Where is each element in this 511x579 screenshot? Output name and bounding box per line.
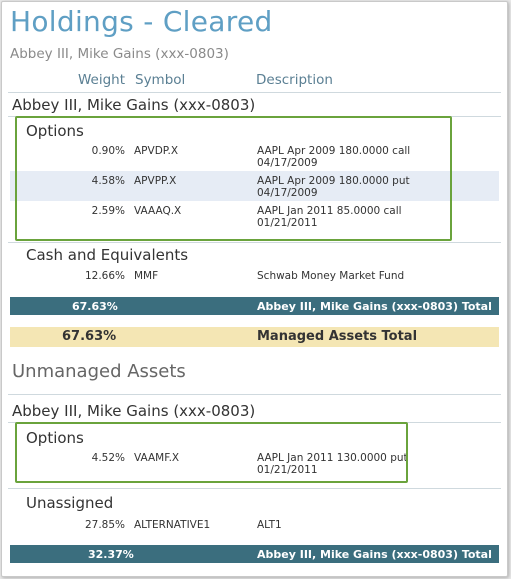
total-weight: 67.63% — [72, 300, 118, 313]
description-cell: AAPL Apr 2009 180.0000 put 04/17/2009 — [257, 175, 410, 199]
weight-cell: 0.90% — [91, 145, 125, 157]
managed-total-weight: 67.63% — [62, 329, 117, 344]
table-row[interactable]: 12.66% MMF Schwab Money Market Fund — [10, 266, 499, 296]
symbol-cell: ALTERNATIVE1 — [134, 519, 211, 531]
total-label: Abbey III, Mike Gains (xxx-0803) Total — [257, 548, 492, 561]
weight-cell: 12.66% — [84, 270, 125, 282]
group-label-options: Options — [26, 122, 84, 140]
table-row[interactable]: 4.58% APVPP.X AAPL Apr 2009 180.0000 put… — [10, 171, 499, 201]
table-row[interactable]: 4.52% VAAMF.X AAPL Jan 2011 130.0000 put… — [10, 448, 499, 478]
table-row[interactable]: 2.59% VAAAQ.X AAPL Jan 2011 85.0000 call… — [10, 201, 499, 231]
account-total-bar: 67.63% Abbey III, Mike Gains (xxx-0803) … — [10, 297, 499, 315]
managed-assets-total-bar: 67.63% Managed Assets Total — [10, 327, 499, 347]
weight-cell: 2.59% — [91, 205, 125, 217]
description-cell: AAPL Jan 2011 130.0000 put 01/21/2011 — [257, 452, 408, 476]
page-title: Holdings - Cleared — [10, 5, 273, 38]
divider — [8, 488, 501, 489]
table-row[interactable]: 27.85% ALTERNATIVE1 ALT1 — [10, 515, 499, 545]
total-label: Abbey III, Mike Gains (xxx-0803) Total — [257, 300, 492, 313]
divider — [8, 422, 501, 423]
description-cell: AAPL Apr 2009 180.0000 call 04/17/2009 — [257, 145, 411, 169]
account-heading: Abbey III, Mike Gains (xxx-0803) — [12, 96, 256, 114]
weight-cell: 4.52% — [91, 452, 125, 464]
column-header-weight[interactable]: Weight — [78, 72, 126, 88]
description-cell: Schwab Money Market Fund — [257, 270, 405, 282]
weight-cell: 27.85% — [84, 519, 125, 531]
divider — [8, 394, 501, 395]
account-total-bar: 32.37% Abbey III, Mike Gains (xxx-0803) … — [10, 545, 499, 563]
description-cell: ALT1 — [257, 519, 282, 531]
group-label-cash: Cash and Equivalents — [26, 246, 189, 264]
page-subtitle: Abbey III, Mike Gains (xxx-0803) — [10, 46, 229, 62]
table-row[interactable]: 0.90% APVDP.X AAPL Apr 2009 180.0000 cal… — [10, 141, 499, 171]
group-label-options: Options — [26, 429, 84, 447]
symbol-cell: VAAMF.X — [134, 452, 180, 464]
divider — [8, 92, 501, 93]
column-header-description[interactable]: Description — [256, 72, 333, 88]
symbol-cell: MMF — [134, 270, 159, 282]
divider — [8, 116, 501, 117]
weight-cell: 4.58% — [91, 175, 125, 187]
symbol-cell: APVDP.X — [134, 145, 179, 157]
symbol-cell: APVPP.X — [134, 175, 177, 187]
total-weight: 32.37% — [88, 548, 134, 561]
account-heading: Abbey III, Mike Gains (xxx-0803) — [12, 402, 256, 420]
section-title-unmanaged: Unmanaged Assets — [12, 361, 186, 382]
description-cell: AAPL Jan 2011 85.0000 call 01/21/2011 — [257, 205, 402, 229]
group-label-unassigned: Unassigned — [26, 494, 114, 512]
column-header-symbol[interactable]: Symbol — [135, 72, 186, 88]
symbol-cell: VAAAQ.X — [134, 205, 182, 217]
divider — [8, 242, 501, 243]
managed-total-label: Managed Assets Total — [257, 329, 418, 344]
